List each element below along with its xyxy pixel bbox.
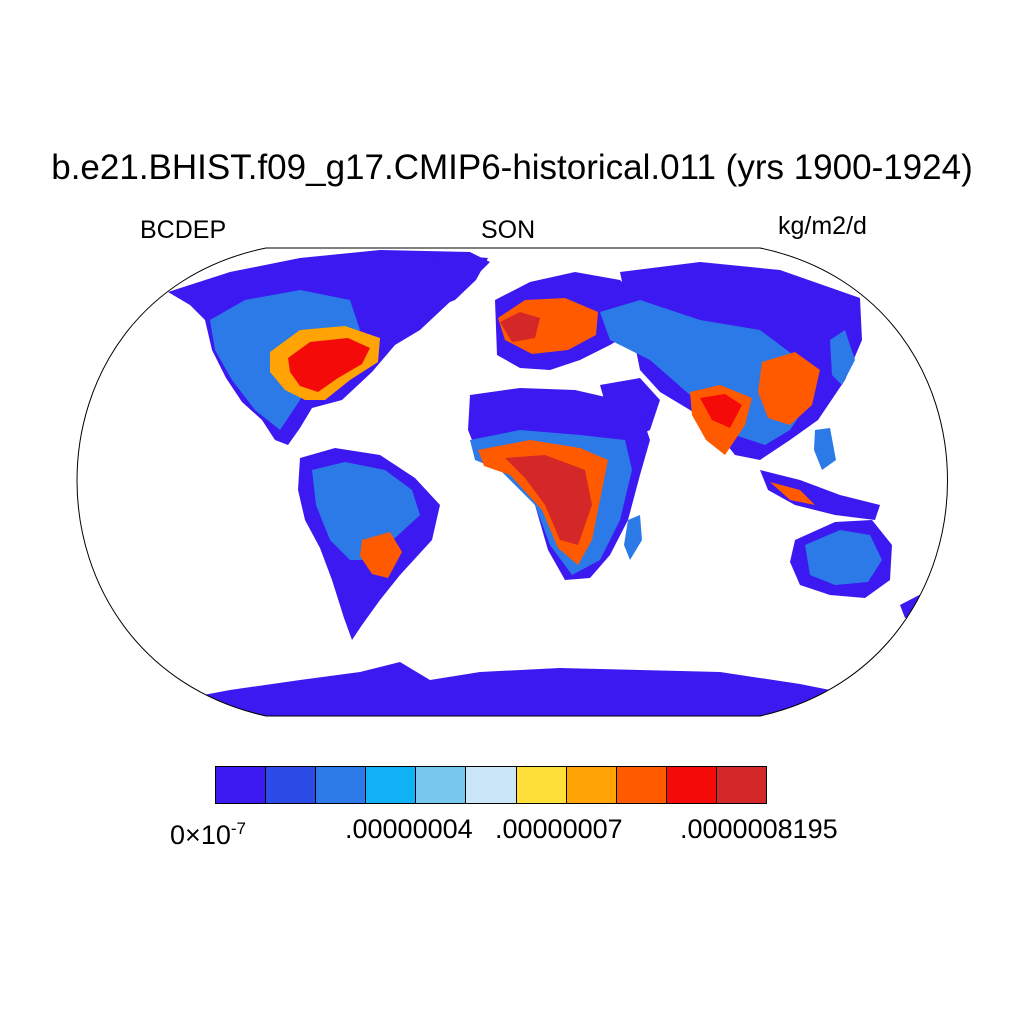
colorbar-label-max: .0000008195 bbox=[680, 814, 838, 844]
antarctica-land bbox=[150, 662, 880, 716]
asia-moderate bbox=[600, 300, 810, 445]
colorbar-box-0 bbox=[216, 767, 267, 803]
colorbar-box-1 bbox=[266, 767, 317, 803]
colorbar-box-2 bbox=[316, 767, 367, 803]
africa-peak bbox=[505, 455, 592, 545]
colorbar-box-7 bbox=[566, 767, 617, 803]
units-label: kg/m2/d bbox=[778, 212, 867, 240]
colorbar-box-10 bbox=[716, 767, 767, 803]
map-projection-outline bbox=[76, 247, 948, 717]
greenland-land bbox=[412, 255, 488, 310]
south-america-high bbox=[360, 532, 402, 578]
australia-moderate bbox=[805, 530, 882, 585]
north-america-peak bbox=[288, 338, 370, 392]
colorbar-box-5 bbox=[466, 767, 517, 803]
plot-title: b.e21.BHIST.f09_g17.CMIP6-historical.011… bbox=[51, 148, 973, 187]
colorbar bbox=[215, 766, 767, 804]
south-asia-peak bbox=[700, 394, 742, 428]
colorbar-label-3: .00000007 bbox=[495, 814, 623, 844]
indonesia-high bbox=[770, 482, 815, 505]
philippines-land bbox=[814, 428, 836, 470]
colorbar-label-2: .00000004 bbox=[345, 814, 473, 844]
colorbar-box-3 bbox=[366, 767, 417, 803]
south-america-moderate bbox=[312, 462, 420, 560]
madagascar-land bbox=[624, 515, 642, 560]
indonesia-land bbox=[760, 470, 880, 520]
europe-peak bbox=[500, 312, 540, 342]
variable-name: BCDEP bbox=[140, 216, 227, 244]
colorbar-label-min: 0×10-7 bbox=[170, 819, 246, 850]
east-asia-high bbox=[758, 352, 820, 425]
colorbar-box-9 bbox=[666, 767, 717, 803]
season-label: SON bbox=[481, 216, 536, 244]
colorbar-box-8 bbox=[616, 767, 667, 803]
japan-land bbox=[830, 330, 855, 385]
colorbar-box-4 bbox=[416, 767, 467, 803]
colorbar-box-6 bbox=[516, 767, 567, 803]
